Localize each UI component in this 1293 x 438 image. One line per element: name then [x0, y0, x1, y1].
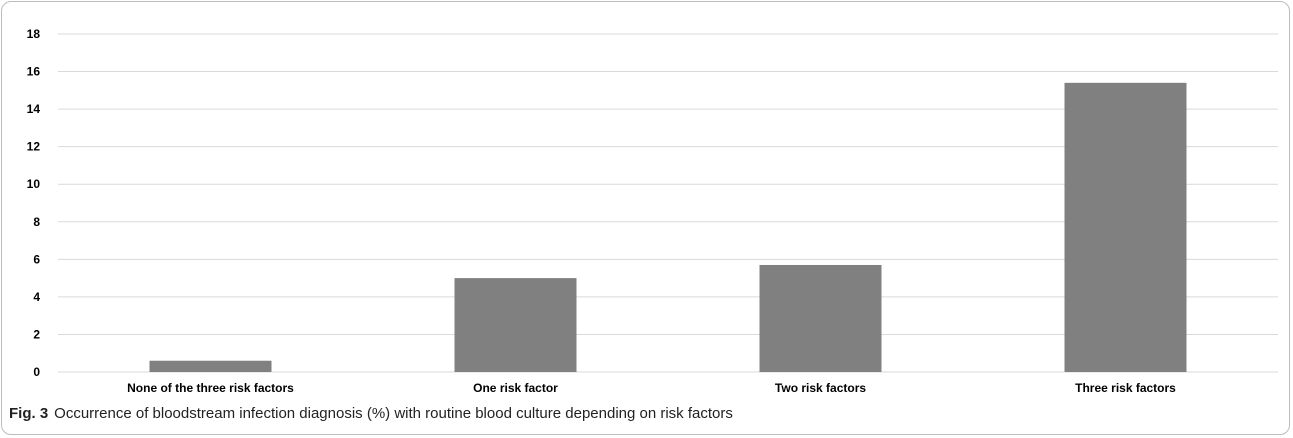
bar [454, 278, 577, 372]
bar-chart: 0 2 4 6 8 10 12 14 16 18 None of the three risk f… [27, 27, 1278, 395]
y-tick-label: 0 [33, 365, 40, 379]
x-tick-label: Three risk factors [1075, 381, 1176, 395]
x-tick-label: One risk factor [473, 381, 558, 395]
bar [149, 360, 272, 372]
bar [1064, 82, 1187, 373]
figure-caption: Fig. 3 Occurrence of bloodstream infectio… [9, 405, 733, 422]
figure-caption-text: Occurrence of bloodstream infection diag… [54, 405, 733, 422]
y-tick-label: 8 [33, 215, 40, 229]
y-tick-label: 4 [33, 290, 40, 304]
y-tick-label: 6 [33, 252, 40, 266]
bar [759, 264, 882, 372]
y-tick-label: 18 [27, 27, 41, 41]
y-axis-ticks: 0 2 4 6 8 10 12 14 16 18 [27, 27, 41, 379]
figure-label: Fig. 3 [9, 405, 49, 422]
y-tick-label: 12 [27, 140, 41, 154]
bars [149, 82, 1187, 373]
x-tick-label: None of the three risk factors [127, 381, 294, 395]
y-tick-label: 10 [27, 177, 41, 191]
y-tick-label: 2 [33, 327, 40, 341]
x-tick-label: Two risk factors [775, 381, 866, 395]
y-tick-label: 14 [27, 102, 41, 116]
x-axis-labels: None of the three risk factors One risk f… [127, 381, 1176, 395]
y-tick-label: 16 [27, 65, 41, 79]
